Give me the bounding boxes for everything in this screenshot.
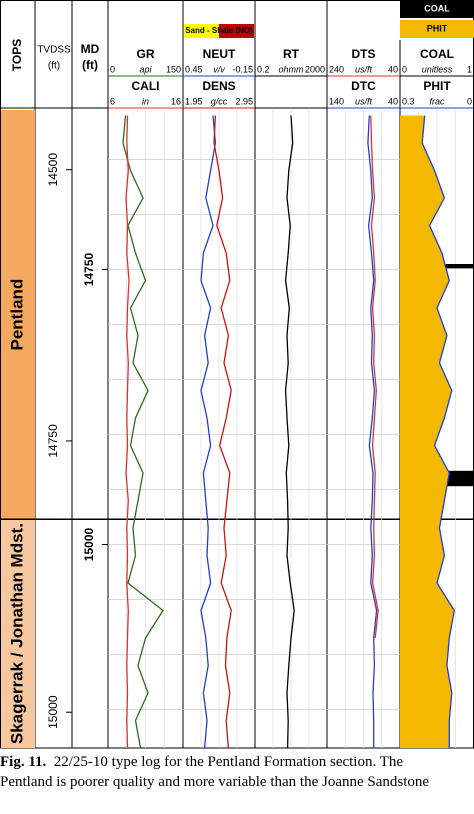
scale-unit: api xyxy=(139,64,152,74)
well-log: TOPS Pentland Skagerrak / Jonathan Mdst. TV… xyxy=(0,0,474,749)
scale-min: 0.45 xyxy=(185,64,203,74)
log-curve xyxy=(213,115,232,749)
curve-name: GR xyxy=(137,47,155,61)
scale-max: 2.95 xyxy=(235,96,253,106)
scale-min: 240 xyxy=(329,64,344,74)
scale-max: 2000 xyxy=(305,64,325,74)
y-tick-label: 14750 xyxy=(82,252,96,286)
curve-name: DENS xyxy=(202,79,235,93)
header-bar-label: PHIT xyxy=(427,23,448,33)
legend-swatch xyxy=(219,24,254,38)
scale-max: 1 xyxy=(467,64,472,74)
scale-unit: us/ft xyxy=(355,96,373,106)
log-curve xyxy=(284,115,295,749)
log-curve xyxy=(122,115,164,749)
scale-unit: unitless xyxy=(422,64,453,74)
scale-unit: in xyxy=(142,96,149,106)
scale-unit: ohmm xyxy=(278,64,304,74)
formation-band xyxy=(1,110,35,520)
scale-min: 0 xyxy=(402,64,407,74)
scale-min: 0.2 xyxy=(257,64,270,74)
scale-max: 0 xyxy=(467,96,472,106)
y-label: MD xyxy=(81,42,100,56)
formation-name: Pentland xyxy=(7,279,26,351)
tops-label: TOPS xyxy=(10,39,24,71)
caption-line: Fig. 11. 22/25-10 type log for the Pentl… xyxy=(0,752,474,772)
curve-name: COAL xyxy=(420,47,454,61)
log-curve xyxy=(200,115,217,749)
header-bar-label: COAL xyxy=(424,3,450,13)
formation-name: Skagerrak / Jonathan Mdst. xyxy=(7,523,26,744)
curve-name: CALI xyxy=(132,79,160,93)
scale-min: 140 xyxy=(329,96,344,106)
y2-tick-label: 15000 xyxy=(46,695,60,729)
header-bar xyxy=(400,0,474,18)
scale-max: 150 xyxy=(166,64,181,74)
log-curve xyxy=(125,115,130,749)
y-unit: (ft) xyxy=(82,58,98,72)
scale-unit: frac xyxy=(429,96,445,106)
curve-name: RT xyxy=(283,47,300,61)
log-curve xyxy=(421,115,455,748)
log-curve xyxy=(370,115,379,639)
log-curve xyxy=(367,115,378,748)
curve-name: DTS xyxy=(352,47,376,61)
formation-band xyxy=(1,519,35,748)
scale-min: 0.3 xyxy=(402,96,415,106)
scale-max: 16 xyxy=(171,96,181,106)
curve-name: NEUT xyxy=(203,47,236,61)
scale-min: 0 xyxy=(110,64,115,74)
y2-tick-label: 14750 xyxy=(46,424,60,458)
caption-label: Fig. 11. xyxy=(0,754,47,770)
legend-label: Sand - Shale (NO) xyxy=(185,26,253,35)
legend-swatch xyxy=(184,24,220,38)
y-tick-label: 15000 xyxy=(82,527,96,561)
scale-unit: v/v xyxy=(213,64,225,74)
scale-unit: us/ft xyxy=(355,64,373,74)
y2-tick-label: 14500 xyxy=(46,153,60,187)
header-bar xyxy=(400,20,474,38)
curve-name: PHIT xyxy=(423,79,451,93)
scale-min: 6 xyxy=(110,96,115,106)
y2-label: TVDSS xyxy=(37,45,71,56)
curve-name: DTC xyxy=(351,79,376,93)
caption-line: Pentland is poorer quality and more vari… xyxy=(0,774,430,790)
scale-max: 40 xyxy=(388,64,398,74)
scale-max: -0.15 xyxy=(232,64,253,74)
caption-text: 22/25-10 type log for the Pentland Forma… xyxy=(53,754,404,770)
curve-fill xyxy=(400,115,455,748)
scale-min: 1.95 xyxy=(185,96,203,106)
scale-unit: g/cc xyxy=(211,96,228,106)
y2-unit: (ft) xyxy=(48,61,60,72)
scale-max: 40 xyxy=(388,96,398,106)
caption: Fig. 11. 22/25-10 type log for the Pentl… xyxy=(0,752,474,792)
